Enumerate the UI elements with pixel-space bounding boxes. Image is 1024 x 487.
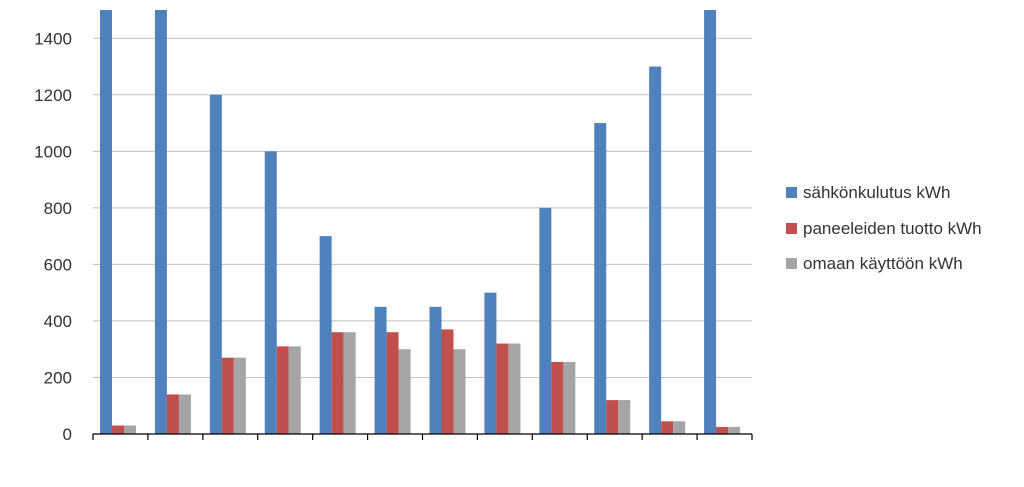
bar-series-0-item-10 (649, 66, 662, 435)
legend-label: omaan käyttöön kWh (803, 254, 963, 273)
bar-series-0-item-1 (154, 10, 167, 434)
y-tick-label: 800 (44, 199, 72, 218)
bar-series-0-item-0 (100, 10, 112, 434)
bar-series-1-item-5 (386, 332, 399, 434)
bar-series-2-item-0 (124, 425, 136, 434)
bar-series-1-item-2 (221, 357, 234, 434)
bar-series-0-item-9 (594, 123, 607, 435)
y-tick-label: 0 (63, 425, 72, 444)
bar-series-2-item-6 (453, 349, 466, 434)
legend: sähkönkulutus kWh paneeleiden tuotto kWh o… (786, 183, 982, 273)
bar-series-0-item-6 (429, 306, 442, 434)
bar-series-2-item-3 (288, 346, 301, 434)
bars (100, 10, 741, 435)
bar-series-0-item-2 (209, 94, 222, 435)
legend-swatch (786, 258, 797, 269)
bar-series-2-item-11 (728, 426, 741, 434)
y-tick-label: 200 (44, 368, 72, 387)
bar-series-1-item-7 (496, 343, 509, 434)
bar-series-2-item-7 (508, 343, 521, 434)
bar-series-2-item-5 (398, 349, 411, 434)
bar-series-0-item-5 (374, 306, 387, 434)
bar-series-1-item-1 (166, 394, 179, 434)
legend-swatch (786, 187, 797, 198)
legend-label: sähkönkulutus kWh (803, 183, 950, 202)
y-axis-ticks: 0 200 400 600 800 1000 1200 1400 (34, 29, 72, 444)
bar-series-0-item-4 (319, 236, 332, 434)
bar-series-0-item-3 (264, 151, 277, 435)
bar-series-2-item-10 (673, 421, 686, 434)
legend-label: paneeleiden tuotto kWh (803, 219, 982, 238)
bar-series-0-item-8 (539, 207, 552, 434)
bar-series-1-item-4 (331, 332, 344, 434)
bar-series-1-item-10 (661, 421, 674, 434)
bar-series-2-item-8 (563, 361, 576, 434)
bar-series-2-item-1 (178, 394, 191, 434)
y-tick-label: 1200 (34, 86, 72, 105)
bar-series-1-item-8 (551, 361, 564, 434)
bar-series-2-item-2 (233, 357, 246, 434)
bar-series-2-item-9 (618, 400, 631, 434)
x-axis (92, 433, 753, 440)
y-tick-label: 600 (44, 255, 72, 274)
bar-series-0-item-11 (704, 10, 717, 434)
y-tick-label: 1000 (34, 142, 72, 161)
y-tick-label: 400 (44, 312, 72, 331)
bar-series-1-item-11 (716, 426, 729, 434)
bar-series-1-item-3 (276, 346, 289, 434)
legend-swatch (786, 223, 797, 234)
y-tick-label: 1400 (34, 29, 72, 48)
bar-series-0-item-7 (484, 292, 497, 434)
bar-series-1-item-9 (606, 400, 619, 434)
bar-series-1-item-0 (112, 425, 124, 434)
bar-series-2-item-4 (343, 332, 356, 434)
gridlines (93, 37, 752, 378)
bar-series-1-item-6 (441, 329, 454, 434)
